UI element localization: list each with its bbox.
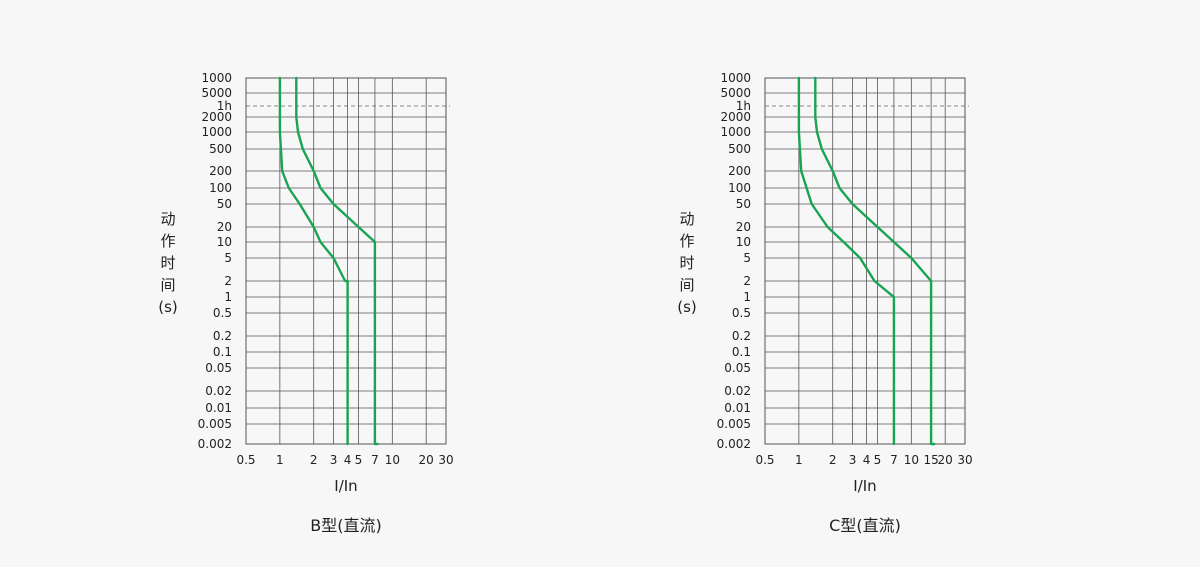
y-tick-label: 5000 (201, 86, 232, 100)
trip-curve-1 (797, 76, 896, 446)
y-tick-label: 1000 (720, 125, 751, 139)
y-tick-label: 0.5 (732, 306, 751, 320)
y-tick-label: 5000 (720, 86, 751, 100)
x-tick-label: 2 (829, 453, 837, 467)
y-tick-label: 1000 (720, 71, 751, 85)
y-tick-label: 0.05 (205, 361, 232, 375)
y-tick-label: 0.02 (724, 384, 751, 398)
y-axis-label: 动 (679, 210, 694, 228)
y-tick-label: 200 (728, 164, 751, 178)
y-tick-label: 5 (743, 251, 751, 265)
y-axis-label: (s) (158, 298, 178, 316)
x-tick-label: 7 (371, 453, 379, 467)
x-axis-label: I/In (853, 477, 876, 495)
x-tick-label: 20 (938, 453, 953, 467)
plot-frame (764, 77, 966, 445)
y-axis-label: 作 (679, 232, 694, 250)
y-tick-label: 0.1 (213, 345, 232, 359)
y-tick-label: 5 (224, 251, 232, 265)
y-tick-label: 2000 (201, 110, 232, 124)
y-axis-label: (s) (677, 298, 697, 316)
trip-curve-2 (814, 76, 936, 446)
y-tick-label: 1 (743, 290, 751, 304)
y-tick-label: 0.005 (198, 417, 232, 431)
y-tick-label: 0.5 (213, 306, 232, 320)
x-tick-label: 1 (795, 453, 803, 467)
x-tick-label: 1 (276, 453, 284, 467)
x-tick-label: 30 (957, 453, 972, 467)
x-tick-label: 20 (419, 453, 434, 467)
y-tick-label: 1h (217, 99, 232, 113)
y-tick-label: 100 (209, 181, 232, 195)
y-tick-label: 20 (217, 220, 232, 234)
y-tick-label: 1000 (201, 71, 232, 85)
y-tick-label: 10 (217, 235, 232, 249)
y-axis-label: 时 (679, 254, 694, 272)
x-tick-label: 10 (904, 453, 919, 467)
y-axis-label: 作 (160, 232, 175, 250)
y-tick-label: 0.05 (724, 361, 751, 375)
x-tick-label: 3 (330, 453, 338, 467)
y-tick-label: 500 (209, 142, 232, 156)
y-tick-label: 500 (728, 142, 751, 156)
trip-curve-2 (295, 76, 379, 446)
y-tick-label: 0.002 (198, 437, 232, 451)
x-tick-label: 2 (310, 453, 318, 467)
y-tick-label: 0.01 (205, 401, 232, 415)
y-axis-label: 间 (679, 276, 694, 294)
y-tick-label: 0.02 (205, 384, 232, 398)
x-tick-label: 0.5 (236, 453, 255, 467)
y-tick-label: 2 (224, 274, 232, 288)
x-axis-label: I/In (334, 477, 357, 495)
y-tick-label: 1h (736, 99, 751, 113)
y-tick-label: 200 (209, 164, 232, 178)
plot-frame (245, 77, 447, 445)
x-tick-label: 4 (344, 453, 352, 467)
x-tick-label: 30 (438, 453, 453, 467)
x-tick-label: 7 (890, 453, 898, 467)
y-axis-label: 动 (160, 210, 175, 228)
x-tick-label: 5 (874, 453, 882, 467)
y-tick-label: 0.1 (732, 345, 751, 359)
y-tick-label: 0.002 (717, 437, 751, 451)
x-tick-label: 3 (849, 453, 857, 467)
y-tick-label: 2 (743, 274, 751, 288)
x-tick-label: 15 (924, 453, 939, 467)
x-tick-label: 4 (863, 453, 871, 467)
y-tick-label: 0.005 (717, 417, 751, 431)
y-tick-label: 0.2 (213, 329, 232, 343)
chart-panel-1: 100050001h200010005002001005020105210.50… (158, 71, 453, 535)
y-tick-label: 50 (217, 197, 232, 211)
y-tick-label: 100 (728, 181, 751, 195)
chart-panel-2: 100050001h200010005002001005020105210.50… (677, 71, 972, 535)
chart-caption: C型(直流) (829, 516, 901, 535)
y-tick-label: 10 (736, 235, 751, 249)
y-tick-label: 0.01 (724, 401, 751, 415)
y-tick-label: 1000 (201, 125, 232, 139)
x-tick-label: 0.5 (755, 453, 774, 467)
y-tick-label: 2000 (720, 110, 751, 124)
y-axis-label: 间 (160, 276, 175, 294)
trip-curve-1 (278, 76, 349, 446)
y-tick-label: 1 (224, 290, 232, 304)
x-tick-label: 5 (355, 453, 363, 467)
chart-caption: B型(直流) (310, 516, 381, 535)
y-tick-label: 50 (736, 197, 751, 211)
y-tick-label: 0.2 (732, 329, 751, 343)
x-tick-label: 10 (385, 453, 400, 467)
y-axis-label: 时 (160, 254, 175, 272)
y-tick-label: 20 (736, 220, 751, 234)
